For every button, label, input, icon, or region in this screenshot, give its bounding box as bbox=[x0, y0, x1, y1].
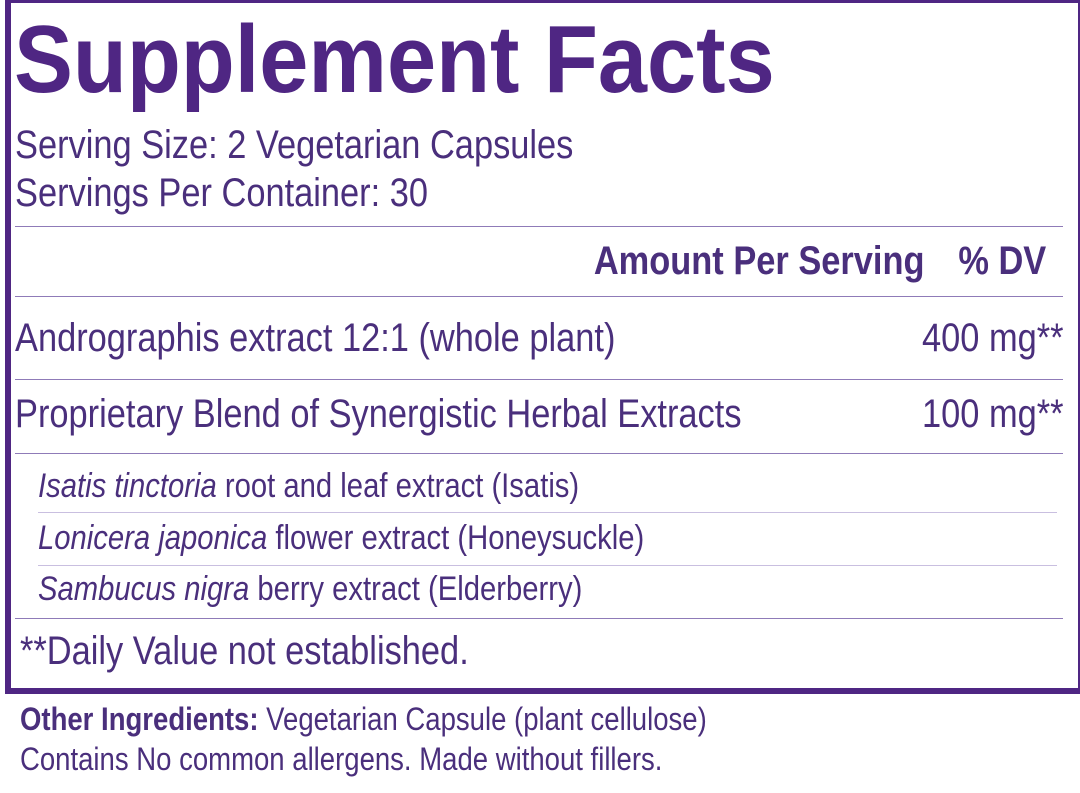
divider bbox=[15, 618, 1063, 619]
ingredient-name: Proprietary Blend of Synergistic Herbal … bbox=[15, 392, 742, 436]
divider bbox=[15, 379, 1063, 380]
title: Supplement Facts bbox=[14, 6, 775, 113]
other-ingredients: Other Ingredients: Vegetarian Capsule (p… bbox=[20, 703, 707, 735]
latin-name: Isatis tinctoria bbox=[38, 467, 217, 505]
ingredient-amount: 100 mg** bbox=[922, 392, 1064, 436]
description: flower extract (Honeysuckle) bbox=[275, 519, 645, 557]
divider bbox=[15, 226, 1063, 227]
blend-component: Sambucus nigra berry extract (Elderberry… bbox=[38, 572, 582, 606]
other-ingredients-label: Other Ingredients: bbox=[20, 701, 259, 737]
serving-size: Serving Size: 2 Vegetarian Capsules bbox=[15, 123, 574, 167]
description: root and leaf extract (Isatis) bbox=[224, 467, 580, 505]
servings-per-container: Servings Per Container: 30 bbox=[15, 171, 429, 215]
dv-header: % DV bbox=[958, 239, 1046, 283]
description: berry extract (Elderberry) bbox=[257, 570, 583, 608]
ingredient-amount: 400 mg** bbox=[922, 316, 1064, 360]
label-border bbox=[5, 0, 1080, 694]
ingredient-name: Andrographis extract 12:1 (whole plant) bbox=[15, 316, 616, 360]
divider bbox=[38, 565, 1057, 566]
latin-name: Sambucus nigra bbox=[38, 570, 250, 608]
divider bbox=[15, 453, 1063, 454]
allergens: Contains No common allergens. Made witho… bbox=[20, 741, 663, 777]
divider bbox=[38, 512, 1057, 513]
amount-header: Amount Per Serving bbox=[594, 239, 925, 283]
footnote: **Daily Value not established. bbox=[20, 629, 469, 673]
latin-name: Lonicera japonica bbox=[38, 519, 268, 557]
blend-component: Lonicera japonica flower extract (Honeys… bbox=[38, 521, 644, 555]
blend-component: Isatis tinctoria root and leaf extract (… bbox=[38, 469, 579, 503]
divider bbox=[15, 296, 1063, 297]
other-ingredients-text: Vegetarian Capsule (plant cellulose) bbox=[266, 701, 707, 737]
